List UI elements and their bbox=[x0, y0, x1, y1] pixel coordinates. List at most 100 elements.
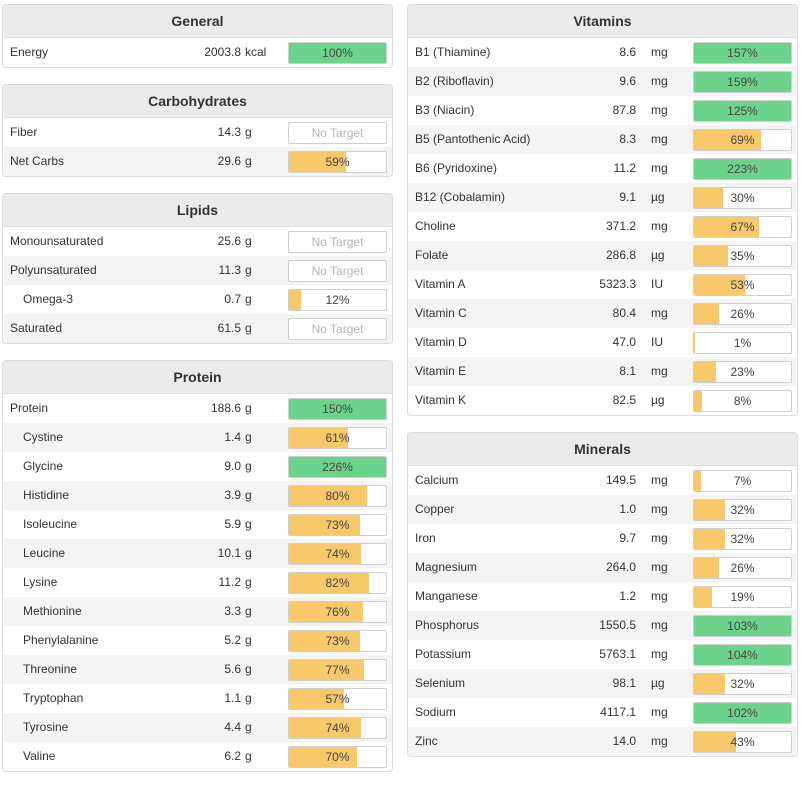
nutrient-row-valine: Valine 6.2 g 70% bbox=[3, 742, 392, 771]
nutrient-unit: g bbox=[245, 720, 252, 734]
target-progress-bar: 82% bbox=[288, 572, 387, 594]
target-progress-bar: 61% bbox=[288, 427, 387, 449]
nutrient-amount: 5.6 bbox=[224, 662, 241, 676]
target-progress-bar: 69% bbox=[693, 129, 792, 151]
nutrient-amount: 9.6 bbox=[619, 74, 636, 88]
nutrient-amount: 9.0 bbox=[224, 459, 241, 473]
nutrient-row-glycine: Glycine 9.0 g 226% bbox=[3, 452, 392, 481]
nutrient-unit: g bbox=[245, 430, 252, 444]
nutrient-amount: 11.2 bbox=[613, 161, 636, 175]
target-progress-bar: 74% bbox=[288, 543, 387, 565]
nutrient-name: Saturated bbox=[10, 321, 63, 335]
nutrient-unit: mg bbox=[651, 219, 668, 233]
progress-label: 76% bbox=[325, 605, 350, 619]
nutrient-unit: mg bbox=[651, 531, 668, 545]
nutrient-unit: g bbox=[245, 459, 252, 473]
nutrient-name: Phenylalanine bbox=[23, 633, 99, 647]
nutrient-amount: 5.2 bbox=[224, 633, 241, 647]
target-progress-bar: 100% bbox=[288, 42, 387, 64]
nutrient-unit: g bbox=[245, 154, 252, 168]
progress-label: 102% bbox=[727, 706, 758, 720]
nutrient-amount: 1550.5 bbox=[599, 618, 636, 632]
target-progress-bar: 150% bbox=[288, 398, 387, 420]
target-progress-bar: 35% bbox=[693, 245, 792, 267]
nutrient-name: Choline bbox=[415, 219, 456, 233]
nutrient-amount: 286.8 bbox=[605, 248, 636, 262]
nutrient-amount: 188.6 bbox=[210, 401, 241, 415]
nutrient-amount: 25.6 bbox=[217, 234, 241, 248]
progress-fill bbox=[694, 558, 720, 578]
nutrient-row-tryptophan: Tryptophan 1.1 g 57% bbox=[3, 684, 392, 713]
panel-vitamins: Vitamins B1 (Thiamine) 8.6 mg 157% B2 (Ribofl… bbox=[407, 4, 798, 416]
nutrient-unit: mg bbox=[651, 74, 668, 88]
progress-label: 32% bbox=[730, 532, 755, 546]
nutrient-unit: µg bbox=[651, 190, 665, 204]
nutrient-unit: mg bbox=[651, 103, 668, 117]
nutrient-unit: µg bbox=[651, 393, 665, 407]
progress-fill bbox=[694, 43, 791, 63]
target-progress-bar: 32% bbox=[693, 673, 792, 695]
nutrient-unit: g bbox=[245, 749, 252, 763]
nutrient-name: Magnesium bbox=[415, 560, 478, 574]
nutrient-amount: 4.4 bbox=[224, 720, 241, 734]
nutrient-row-protein: Protein 188.6 g 150% bbox=[3, 394, 392, 423]
nutrient-unit: mg bbox=[651, 132, 668, 146]
panel-title: Vitamins bbox=[408, 5, 797, 38]
progress-fill bbox=[694, 304, 720, 324]
progress-fill bbox=[694, 587, 713, 607]
progress-fill bbox=[289, 544, 361, 564]
progress-label: 77% bbox=[325, 663, 350, 677]
target-progress-bar: 157% bbox=[693, 42, 792, 64]
target-progress-bar: 76% bbox=[288, 601, 387, 623]
nutrient-amount: 3.3 bbox=[224, 604, 241, 618]
progress-fill bbox=[694, 529, 726, 549]
nutrient-row-potassium: Potassium 5763.1 mg 104% bbox=[408, 640, 797, 669]
nutrient-name: Omega-3 bbox=[23, 292, 74, 306]
nutrient-name: Iron bbox=[415, 531, 436, 545]
progress-label: 67% bbox=[730, 220, 755, 234]
nutrient-unit: g bbox=[245, 575, 252, 589]
nutrient-amount: 10.1 bbox=[217, 546, 241, 560]
target-progress-bar: 32% bbox=[693, 499, 792, 521]
nutrient-unit: IU bbox=[651, 335, 663, 349]
progress-label: 1% bbox=[733, 336, 752, 350]
progress-fill bbox=[289, 660, 364, 680]
target-progress-bar: No Target bbox=[288, 122, 387, 144]
target-progress-bar: 1% bbox=[693, 332, 792, 354]
nutrient-unit: mg bbox=[651, 589, 668, 603]
nutrient-row-selenium: Selenium 98.1 µg 32% bbox=[408, 669, 797, 698]
target-progress-bar: 226% bbox=[288, 456, 387, 478]
nutrient-name: Folate bbox=[415, 248, 449, 262]
target-progress-bar: 125% bbox=[693, 100, 792, 122]
nutrient-amount: 9.1 bbox=[619, 190, 636, 204]
target-progress-bar: 7% bbox=[693, 470, 792, 492]
nutrient-row-net-carbs: Net Carbs 29.6 g 59% bbox=[3, 147, 392, 176]
nutrient-name: Isoleucine bbox=[23, 517, 78, 531]
panel-title: Minerals bbox=[408, 433, 797, 466]
nutrient-row-b3-niacin: B3 (Niacin) 87.8 mg 125% bbox=[408, 96, 797, 125]
nutrient-name: Sodium bbox=[415, 705, 456, 719]
nutrient-row-phenylalanine: Phenylalanine 5.2 g 73% bbox=[3, 626, 392, 655]
nutrient-name: Calcium bbox=[415, 473, 459, 487]
nutrient-row-omega-3: Omega-3 0.7 g 12% bbox=[3, 285, 392, 314]
target-progress-bar: 67% bbox=[693, 216, 792, 238]
progress-label: 104% bbox=[727, 648, 758, 662]
nutrient-row-manganese: Manganese 1.2 mg 19% bbox=[408, 582, 797, 611]
target-progress-bar: 73% bbox=[288, 630, 387, 652]
progress-fill bbox=[694, 500, 726, 520]
nutrient-row-zinc: Zinc 14.0 mg 43% bbox=[408, 727, 797, 756]
progress-fill bbox=[694, 703, 791, 723]
nutrient-name: Manganese bbox=[415, 589, 478, 603]
nutrient-unit: mg bbox=[651, 618, 668, 632]
nutrient-unit: g bbox=[245, 517, 252, 531]
target-progress-bar: 59% bbox=[288, 151, 387, 173]
nutrient-unit: IU bbox=[651, 277, 663, 291]
nutrient-amount: 82.5 bbox=[612, 393, 636, 407]
nutrient-name: Vitamin A bbox=[415, 277, 466, 291]
nutrient-unit: µg bbox=[651, 248, 665, 262]
nutrient-name: Leucine bbox=[23, 546, 66, 560]
nutrient-unit: g bbox=[245, 488, 252, 502]
progress-fill bbox=[289, 152, 347, 172]
nutrient-unit: mg bbox=[651, 705, 668, 719]
nutrient-unit: g bbox=[245, 691, 252, 705]
